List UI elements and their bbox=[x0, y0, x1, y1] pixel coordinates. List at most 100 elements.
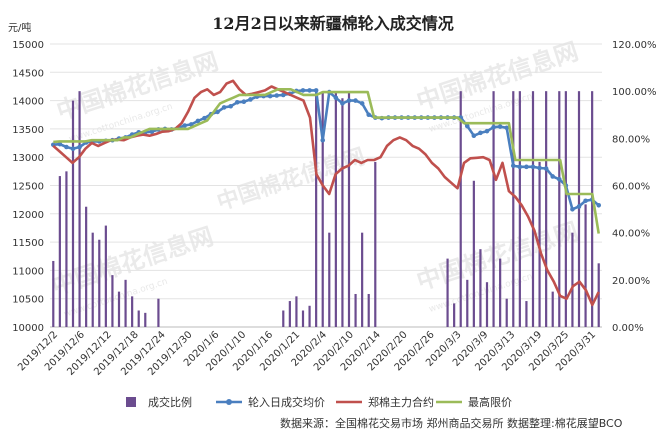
series-point bbox=[320, 137, 326, 143]
left-tick-label: 13500 bbox=[12, 125, 44, 136]
series-point bbox=[550, 174, 556, 179]
bar bbox=[334, 91, 337, 328]
bar bbox=[485, 282, 489, 327]
series-point bbox=[248, 97, 253, 102]
series-point bbox=[333, 95, 339, 101]
series-point bbox=[596, 203, 602, 208]
bar bbox=[591, 91, 594, 328]
left-tick-label: 11000 bbox=[12, 266, 44, 277]
series-point bbox=[478, 130, 483, 136]
bar bbox=[157, 298, 160, 327]
series-point bbox=[70, 146, 76, 152]
series-point bbox=[543, 166, 549, 171]
bar bbox=[288, 301, 291, 327]
line-series bbox=[50, 79, 602, 307]
bar bbox=[71, 100, 75, 327]
bar bbox=[111, 275, 114, 327]
series-point bbox=[57, 141, 63, 147]
bar bbox=[459, 91, 462, 328]
bar bbox=[52, 260, 55, 327]
right-tick-label: 20.00% bbox=[612, 276, 650, 287]
bar bbox=[472, 180, 475, 327]
series-point bbox=[195, 118, 201, 124]
bar bbox=[505, 298, 508, 327]
bar bbox=[321, 91, 324, 328]
bar bbox=[131, 296, 134, 327]
series-point bbox=[215, 109, 220, 115]
bar bbox=[58, 176, 61, 327]
bar bbox=[597, 263, 600, 327]
left-tick-label: 10500 bbox=[12, 295, 44, 306]
right-tick-label: 40.00% bbox=[612, 229, 650, 240]
series-point bbox=[241, 99, 247, 105]
series-point bbox=[359, 101, 365, 106]
series-point bbox=[510, 163, 516, 168]
series-point bbox=[307, 88, 312, 93]
series-point bbox=[517, 164, 523, 170]
series-point bbox=[556, 176, 562, 182]
left-tick-label: 12500 bbox=[12, 182, 44, 193]
left-tick-label: 14500 bbox=[12, 68, 44, 79]
bar bbox=[282, 310, 285, 327]
bar bbox=[354, 293, 357, 327]
series-point bbox=[583, 198, 588, 204]
bar bbox=[137, 310, 140, 327]
left-tick-label: 15000 bbox=[12, 40, 44, 51]
series-point bbox=[274, 93, 280, 98]
series-point bbox=[228, 103, 234, 109]
series-point bbox=[530, 164, 536, 170]
bar bbox=[367, 293, 370, 327]
series-point bbox=[77, 144, 82, 150]
bar bbox=[479, 249, 482, 327]
bar bbox=[571, 232, 574, 327]
right-tick-label: 60.00% bbox=[612, 182, 650, 193]
bar bbox=[499, 258, 502, 327]
bar bbox=[124, 279, 127, 327]
legend: 成交比例 轮入日成交均价 郑棉主力合约 最高限价 bbox=[126, 395, 512, 409]
legend-label: 郑棉主力合约 bbox=[368, 395, 434, 409]
bar bbox=[98, 239, 101, 327]
series-point bbox=[234, 99, 240, 105]
series-point bbox=[484, 128, 490, 134]
gridlines bbox=[50, 43, 602, 328]
series-point bbox=[497, 124, 503, 129]
series-line bbox=[53, 88, 600, 234]
series-point bbox=[202, 115, 207, 121]
right-tick-label: 80.00% bbox=[612, 134, 650, 145]
left-axis-ticks: 10000 10500 11000 11500 12000 12500 13000 13500… bbox=[12, 40, 44, 334]
legend-label: 轮入日成交均价 bbox=[248, 395, 325, 409]
right-tick-label: 0.00% bbox=[612, 323, 644, 334]
bar bbox=[564, 91, 567, 328]
left-tick-label: 13000 bbox=[12, 153, 44, 164]
bar bbox=[361, 232, 364, 327]
bar bbox=[584, 204, 587, 327]
bar bbox=[78, 91, 81, 328]
legend-marker bbox=[226, 399, 232, 405]
bar bbox=[65, 171, 68, 327]
series-point bbox=[537, 165, 542, 171]
left-tick-label: 12000 bbox=[12, 210, 44, 221]
source-note: 数据来源：全国棉花交易市场 郑州商品交易所 数据整理:棉花展望BCO bbox=[280, 416, 623, 430]
bar bbox=[308, 305, 311, 327]
bar bbox=[453, 303, 456, 327]
bar bbox=[144, 312, 147, 327]
bar bbox=[492, 91, 495, 328]
bar bbox=[341, 98, 344, 327]
bar bbox=[466, 279, 469, 327]
series-point bbox=[300, 88, 306, 93]
x-axis-ticks: 2019/12/22019/12/62019/12/122019/12/1820… bbox=[16, 329, 598, 378]
right-tick-label: 120.00% bbox=[612, 40, 657, 51]
bar bbox=[315, 91, 318, 328]
right-tick-label: 100.00% bbox=[612, 87, 657, 98]
bar bbox=[374, 161, 377, 327]
bar bbox=[301, 310, 305, 327]
series-point bbox=[464, 123, 470, 129]
series-point bbox=[149, 129, 155, 135]
series-point bbox=[64, 144, 69, 150]
series-point bbox=[576, 204, 582, 209]
bar bbox=[446, 258, 449, 327]
series-point bbox=[188, 122, 194, 127]
series-point bbox=[280, 92, 286, 98]
legend-label: 最高限价 bbox=[468, 395, 512, 409]
